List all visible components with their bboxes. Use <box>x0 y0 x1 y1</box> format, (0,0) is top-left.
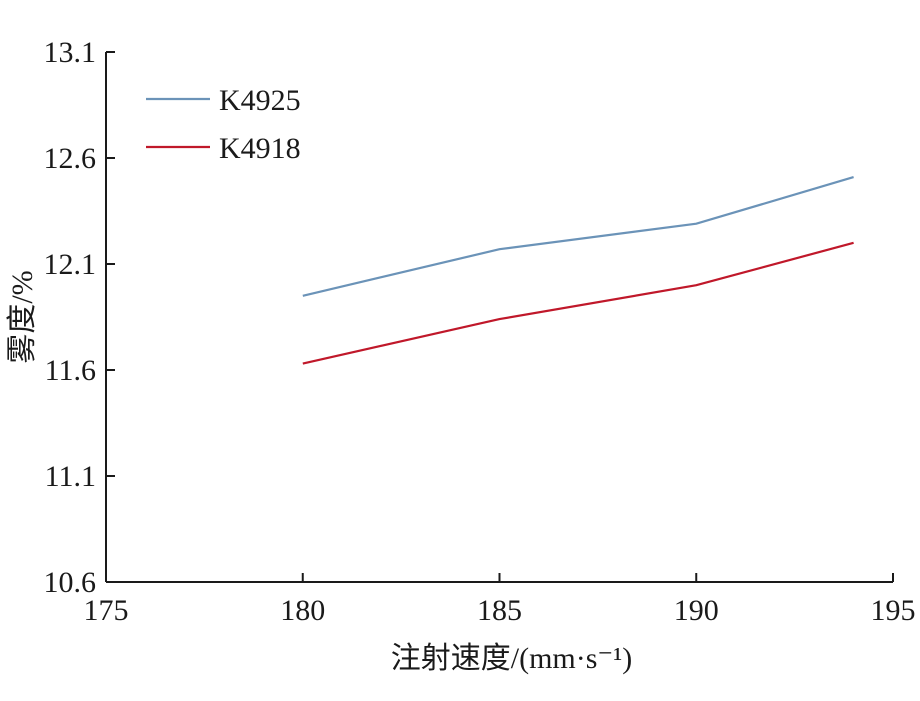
legend-label-k4925: K4925 <box>219 84 301 117</box>
y-tick-label: 10.6 <box>44 566 97 599</box>
y-axis-title: 雾度/% <box>6 270 39 363</box>
x-tick-label: 195 <box>871 594 916 627</box>
x-tick-label: 185 <box>477 594 522 627</box>
y-tick-label: 13.1 <box>44 36 97 69</box>
legend-label-k4918: K4918 <box>219 132 301 165</box>
x-tick-label: 190 <box>674 594 719 627</box>
x-axis-title: 注射速度/(mm·s⁻¹) <box>391 642 632 675</box>
y-tick-label: 11.1 <box>45 460 96 493</box>
series-line-k4925 <box>302 176 854 297</box>
series-layer <box>302 176 854 365</box>
series-line-k4918 <box>302 241 854 365</box>
y-tick-label: 11.6 <box>45 354 96 387</box>
x-tick-label: 180 <box>280 594 325 627</box>
y-tick-label: 12.6 <box>44 142 97 175</box>
x-tick-label: 175 <box>84 594 129 627</box>
legend: K4925 K4918 <box>146 84 301 165</box>
y-tick-label: 12.1 <box>44 248 97 281</box>
x-ticks: 175 180 185 190 195 <box>84 573 916 627</box>
y-ticks: 10.6 11.1 11.6 12.1 12.6 13.1 <box>44 36 115 599</box>
